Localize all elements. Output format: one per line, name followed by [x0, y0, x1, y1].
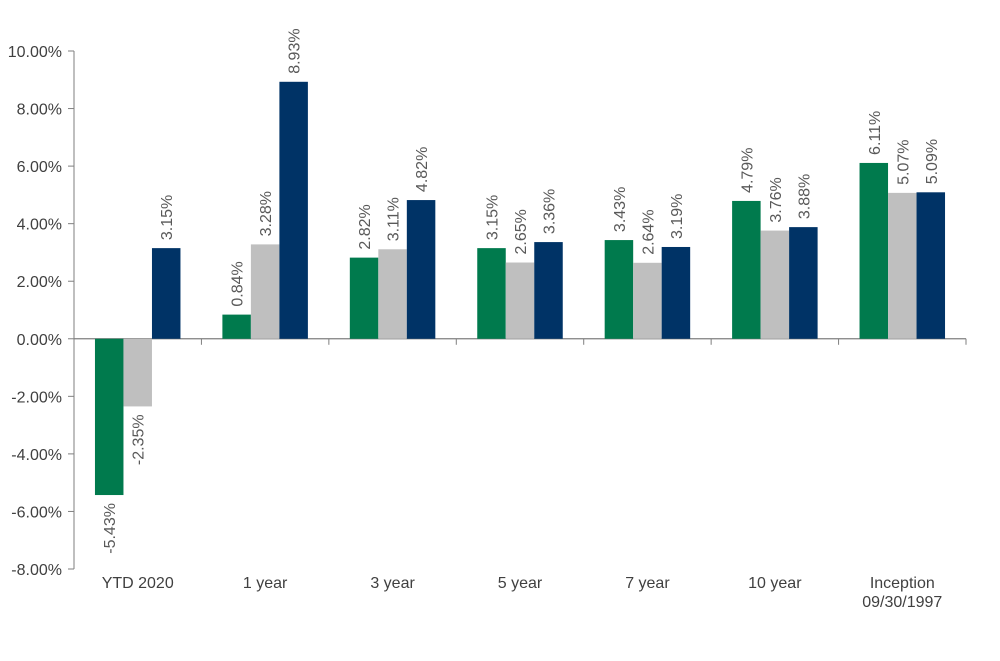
- y-tick-label: 2.00%: [17, 274, 62, 291]
- y-tick-label: -2.00%: [11, 389, 62, 406]
- y-tick-label: 0.00%: [17, 332, 62, 349]
- bar: [378, 249, 407, 339]
- y-tick-label: 10.00%: [8, 44, 62, 61]
- data-label: 3.88%: [796, 174, 813, 219]
- data-label: 3.76%: [768, 177, 785, 222]
- data-label: 3.15%: [159, 195, 176, 240]
- bar: [477, 248, 506, 339]
- bar: [732, 200, 761, 339]
- data-label: 4.79%: [739, 148, 756, 193]
- x-category-label: 10 year: [748, 575, 802, 592]
- bar: [916, 192, 946, 339]
- data-label: 2.65%: [513, 209, 530, 254]
- data-label: 3.19%: [669, 194, 686, 239]
- bar: [505, 262, 535, 339]
- bar: [661, 246, 691, 339]
- x-axis: YTD 2020 1 year 3 year 5 year 7 year 10 year I…: [73, 338, 967, 611]
- data-label: 2.64%: [640, 209, 657, 254]
- bar: [604, 240, 634, 339]
- data-label: 3.28%: [258, 191, 275, 236]
- bar: [859, 162, 889, 339]
- data-label: 3.11%: [386, 197, 403, 241]
- bar: [789, 227, 818, 339]
- bar: [534, 242, 563, 339]
- x-category-label: 1 year: [243, 575, 288, 592]
- bar: [888, 192, 917, 339]
- y-tick-label: -6.00%: [11, 504, 62, 521]
- data-labels: -5.43% -2.35% 3.15% 0.84% 3.28% 8.93% 2.82% 3.1…: [102, 28, 941, 553]
- y-tick-label: -8.00%: [11, 562, 62, 579]
- bar: [760, 230, 790, 339]
- data-label: 5.09%: [924, 139, 941, 184]
- bar: [151, 248, 181, 339]
- y-tick-label: 4.00%: [17, 217, 62, 234]
- data-label: -5.43%: [102, 503, 119, 554]
- bar: [279, 81, 308, 339]
- data-label: -2.35%: [131, 414, 148, 465]
- x-category-label: 7 year: [625, 575, 670, 592]
- bar: [349, 257, 379, 339]
- data-label: 4.82%: [414, 147, 431, 192]
- bars: [94, 81, 946, 496]
- y-tick-label: 6.00%: [17, 159, 62, 176]
- bar: [633, 262, 662, 339]
- x-category-label: Inception 09/30/1997: [862, 575, 942, 611]
- x-category-label: 3 year: [370, 575, 415, 592]
- data-label: 0.84%: [230, 261, 247, 306]
- bar: [123, 338, 152, 407]
- data-label: 2.82%: [357, 204, 374, 249]
- bar: [222, 314, 251, 339]
- x-category-label: 5 year: [498, 575, 543, 592]
- bar: [250, 244, 280, 339]
- data-label: 3.36%: [542, 189, 559, 234]
- y-tick-label: 8.00%: [17, 102, 62, 119]
- data-label: 8.93%: [287, 28, 304, 73]
- bar: [406, 200, 436, 339]
- data-label: 3.15%: [485, 195, 502, 240]
- data-label: 5.07%: [895, 139, 912, 184]
- data-label: 3.43%: [612, 187, 629, 232]
- bar: [94, 338, 124, 496]
- y-axis: -8.00% -6.00% -4.00% -2.00% 0.00% 2.00% 4.00% 6…: [8, 44, 75, 579]
- y-tick-label: -4.00%: [11, 447, 62, 464]
- data-label: 6.11%: [867, 111, 884, 155]
- x-category-label: YTD 2020: [102, 575, 174, 592]
